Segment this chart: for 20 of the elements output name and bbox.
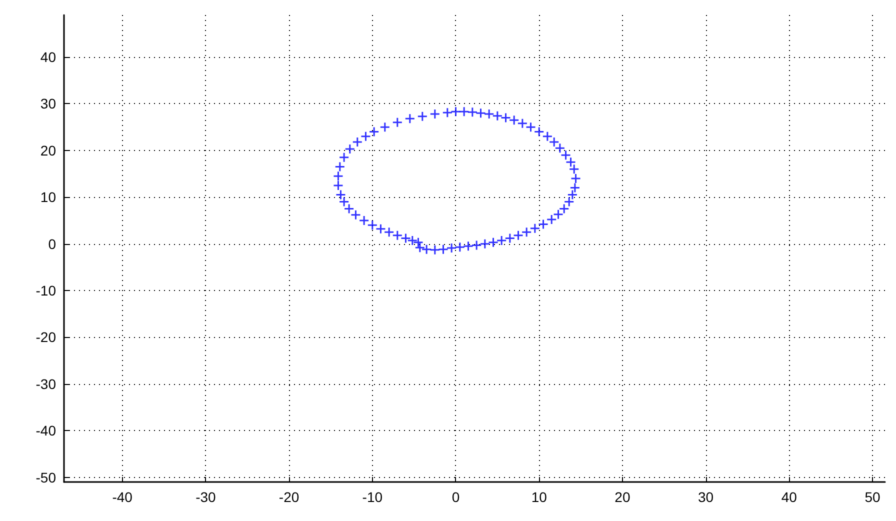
- y-tick-label: -50: [36, 469, 56, 486]
- y-tick-label: 0: [48, 236, 56, 252]
- y-tick-label: 10: [40, 189, 56, 206]
- x-tick-label: 20: [614, 489, 630, 505]
- x-tick-label: -30: [196, 489, 216, 505]
- x-tick-label: 40: [781, 489, 798, 505]
- x-tick-label: 30: [698, 489, 714, 505]
- y-tick-label: 20: [40, 142, 56, 158]
- y-tick-label: -40: [36, 422, 56, 439]
- y-tick-label: 40: [40, 49, 56, 66]
- y-tick-label: 30: [40, 96, 56, 112]
- x-tick-label: 10: [531, 489, 548, 505]
- y-tick-label: -10: [36, 282, 56, 299]
- x-tick-label: -40: [112, 489, 133, 505]
- x-tick-label: -10: [362, 489, 383, 505]
- y-tick-label: -30: [36, 376, 56, 392]
- x-tick-label: 50: [864, 489, 880, 505]
- x-tick-label: 0: [452, 489, 460, 505]
- y-tick-label: -20: [36, 329, 56, 346]
- x-tick-label: -20: [278, 489, 300, 505]
